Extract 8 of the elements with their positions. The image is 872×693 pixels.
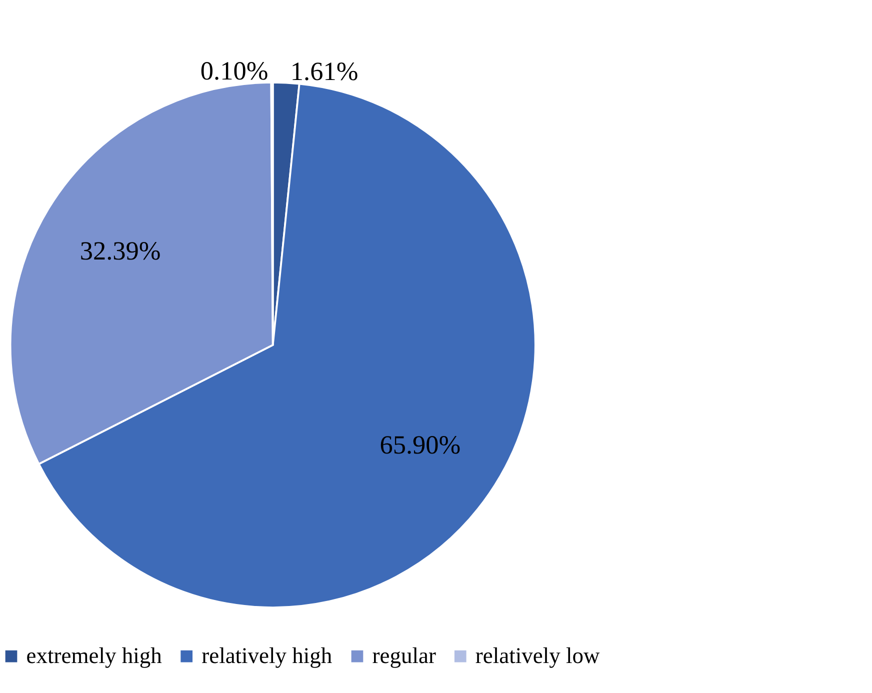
data-label: 32.39% [80, 236, 161, 266]
legend-label: extremely high [26, 642, 162, 668]
legend-label: regular [372, 642, 436, 668]
legend-label: relatively low [475, 642, 600, 668]
data-label: 0.10% [200, 56, 268, 86]
data-label: 1.61% [290, 56, 358, 86]
legend-label: relatively high [202, 642, 332, 668]
data-label: 65.90% [380, 430, 461, 460]
